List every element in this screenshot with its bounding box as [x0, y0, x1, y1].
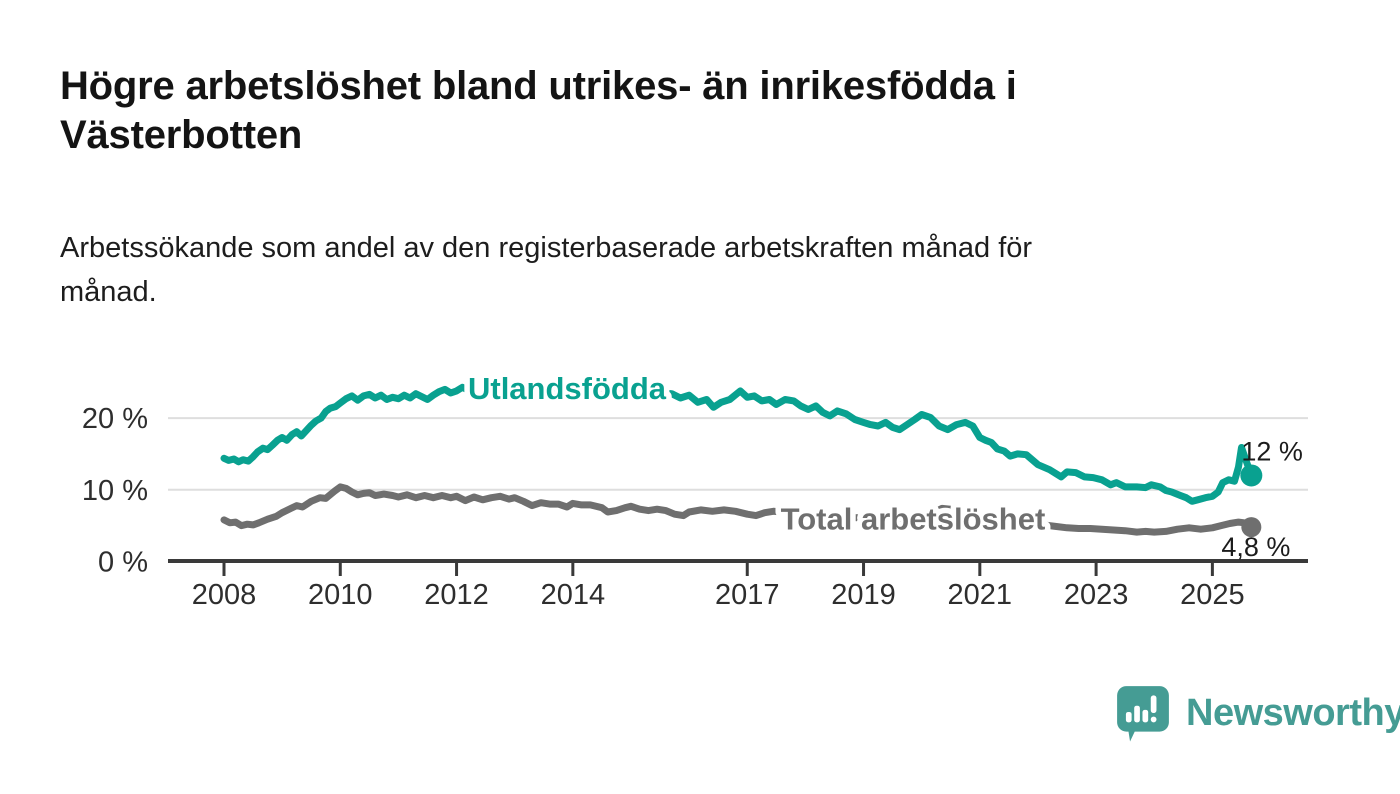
x-axis-tick-label: 2010	[308, 579, 373, 611]
series-line-utlandsfodda	[220, 383, 1255, 505]
logo-bar-tall	[1134, 705, 1140, 723]
y-axis-tick-label: 0 %	[98, 547, 148, 579]
y-axis-tick-label: 20 %	[82, 403, 148, 435]
series-end-dot-total	[1241, 517, 1262, 538]
chart-title: Högre arbetslöshet bland utrikes- än inr…	[60, 64, 1017, 158]
logo-bar-small	[1125, 711, 1132, 723]
x-axis-tick-label: 2019	[831, 579, 896, 611]
series-name-label-total: Total arbetslöshet	[781, 502, 1046, 537]
logo-exclamation-bar	[1150, 695, 1157, 713]
series-name-label-utlandsfodda: Utlandsfödda	[468, 371, 667, 406]
logo-exclamation-dot	[1150, 716, 1157, 723]
x-axis-tick-label: 2025	[1180, 579, 1245, 611]
x-axis-tick-label: 2017	[715, 579, 780, 611]
series-line-total	[220, 483, 1255, 536]
chart-subtitle: Arbetssökande som andel av den registerb…	[60, 232, 1033, 308]
x-axis-tick-label: 2012	[424, 579, 489, 611]
series-end-dot-utlandsfodda	[1240, 464, 1263, 487]
y-axis-tick-label: 10 %	[82, 475, 148, 507]
x-axis-tick-label: 2023	[1064, 579, 1129, 611]
x-axis-tick-label: 2021	[948, 579, 1013, 611]
newsworthy-logo: Newsworthy	[1115, 684, 1400, 742]
series-end-value-label: 12 %	[1241, 436, 1303, 466]
series-end-value-label: 4,8 %	[1221, 532, 1290, 562]
logo-bar-mid	[1142, 709, 1149, 723]
x-axis-tick-label: 2008	[192, 579, 257, 611]
newsworthy-wordmark: Newsworthy	[1186, 691, 1400, 734]
newsworthy-icon	[1117, 686, 1169, 742]
x-axis-tick-label: 2014	[541, 579, 606, 611]
